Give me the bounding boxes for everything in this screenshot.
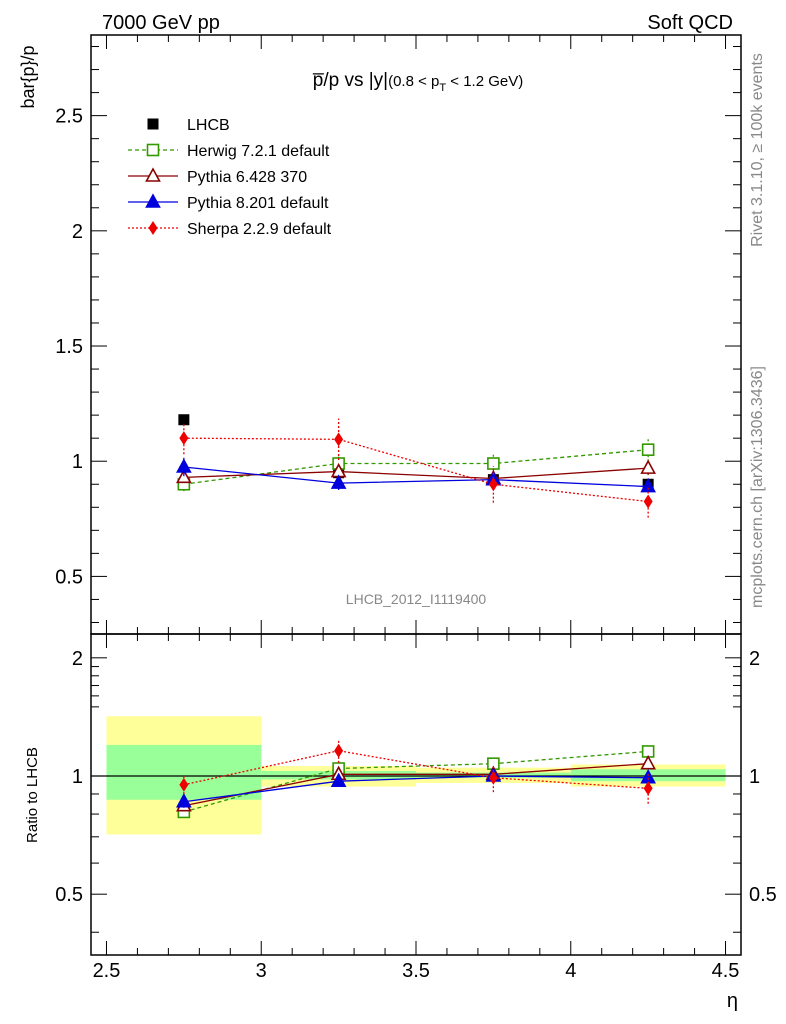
header-left: 7000 GeV pp — [102, 12, 220, 34]
legend-label-lhcb: LHCB — [187, 117, 230, 134]
legend-label-herwig: Herwig 7.2.1 default — [187, 143, 330, 160]
title-main: p̅/p vs |y| — [312, 70, 388, 91]
legend-marker-pythia6 — [145, 167, 161, 182]
legend-item-sherpa: Sherpa 2.2.9 default — [128, 221, 332, 238]
main-axes: 0.5 1 1.5 2 2.5 — [55, 34, 742, 635]
ratio-point-sherpa — [334, 743, 344, 758]
ratio-line-pythia8 — [183, 775, 649, 803]
main-point-lhcb — [178, 414, 190, 426]
main-point-pythia6 — [640, 459, 656, 474]
x-axis-label: η — [727, 990, 738, 1012]
legend: LHCB Herwig 7.2.1 default Pythia 6.428 370… — [128, 117, 332, 238]
x-tick-label: 4.5 — [712, 960, 740, 982]
main-y-axis-label: bar{p}/p — [18, 45, 38, 108]
x-tick-label: 4 — [565, 960, 576, 982]
main-point-pythia8 — [176, 458, 192, 473]
main-point-sherpa — [334, 432, 344, 447]
legend-item-herwig: Herwig 7.2.1 default — [128, 143, 330, 160]
legend-label-pythia6: Pythia 6.428 370 — [187, 169, 307, 186]
legend-label-pythia8: Pythia 8.201 default — [187, 195, 329, 212]
main-series-sherpa — [179, 418, 653, 518]
x-tick-label: 3.5 — [402, 960, 430, 982]
x-tick-label: 2.5 — [93, 960, 121, 982]
main-point-pythia8 — [330, 474, 347, 489]
legend-marker-sherpa — [148, 221, 158, 235]
y-tick-label: 2 — [72, 221, 83, 243]
legend-label-sherpa: Sherpa 2.2.9 default — [187, 221, 332, 238]
title-subscript: T — [439, 82, 446, 94]
ratio-series-layer — [176, 739, 656, 819]
ratio-line-sherpa — [183, 750, 649, 790]
ratio-point-pythia6 — [640, 754, 656, 770]
y-tick-label-right: 1 — [749, 766, 760, 788]
title-suffix: (0.8 < p — [388, 73, 439, 90]
ratio-series-sherpa — [179, 739, 653, 804]
main-series-layer — [176, 414, 656, 518]
main-plot-panel: LHCB Herwig 7.2.1 default Pythia 6.428 370… — [18, 34, 742, 635]
y-tick-label-right: 0.5 — [749, 884, 777, 906]
y-tick-label-right: 2 — [749, 648, 760, 670]
header-right: Soft QCD — [647, 12, 733, 34]
y-tick-label: 1.5 — [55, 336, 83, 358]
y-tick-label: 0.5 — [55, 884, 83, 906]
main-point-sherpa — [488, 477, 498, 492]
y-tick-label: 1 — [72, 451, 83, 473]
y-tick-label: 0.5 — [55, 566, 83, 588]
ratio-line-pythia6 — [183, 763, 649, 807]
title-end: < 1.2 GeV) — [446, 73, 523, 90]
main-point-herwig — [487, 457, 500, 470]
legend-marker-lhcb — [147, 118, 159, 130]
ratio-y-axis-label: Ratio to LHCB — [24, 747, 41, 843]
ratio-point-sherpa — [179, 777, 189, 792]
rivet-label: Rivet 3.1.10, ≥ 100k events — [749, 53, 766, 247]
main-point-pythia6 — [176, 468, 192, 484]
y-tick-label: 2.5 — [55, 106, 83, 128]
ratio-axes: 0.5 0.5 1 1 2 2 2.5 3 3.5 4 4.5 — [55, 633, 777, 982]
main-line-herwig — [183, 449, 649, 485]
ratio-point-pythia8 — [176, 793, 192, 808]
ratio-point-sherpa — [643, 781, 653, 796]
y-tick-label: 1 — [72, 766, 83, 788]
ratio-plot-panel: 0.5 0.5 1 1 2 2 2.5 3 3.5 4 4.5 Ratio to LHCB η — [24, 633, 777, 1012]
ratio-point-pythia8 — [330, 772, 347, 788]
main-line-pythia8 — [183, 466, 649, 488]
legend-marker-pythia8 — [145, 193, 161, 208]
main-point-sherpa — [179, 431, 189, 446]
ratio-point-sherpa — [488, 770, 498, 785]
main-series-pythia6 — [176, 459, 656, 485]
x-tick-label: 3 — [256, 960, 267, 982]
main-line-sherpa — [183, 437, 649, 503]
main-series-lhcb — [178, 414, 654, 490]
main-point-sherpa — [643, 494, 653, 509]
main-line-pythia6 — [183, 467, 649, 480]
legend-marker-herwig — [146, 143, 160, 157]
legend-item-pythia6: Pythia 6.428 370 — [128, 167, 307, 186]
analysis-watermark: LHCB_2012_I1119400 — [346, 591, 487, 607]
mcplots-label: mcplots.cern.ch [arXiv:1306.3436] — [749, 366, 766, 608]
main-point-herwig — [641, 443, 655, 456]
legend-item-pythia8: Pythia 8.201 default — [128, 193, 329, 212]
legend-item-lhcb: LHCB — [147, 117, 230, 134]
plot-title: p̅/p vs |y|(0.8 < pT < 1.2 GeV) — [312, 70, 523, 94]
y-tick-label: 2 — [72, 648, 83, 670]
